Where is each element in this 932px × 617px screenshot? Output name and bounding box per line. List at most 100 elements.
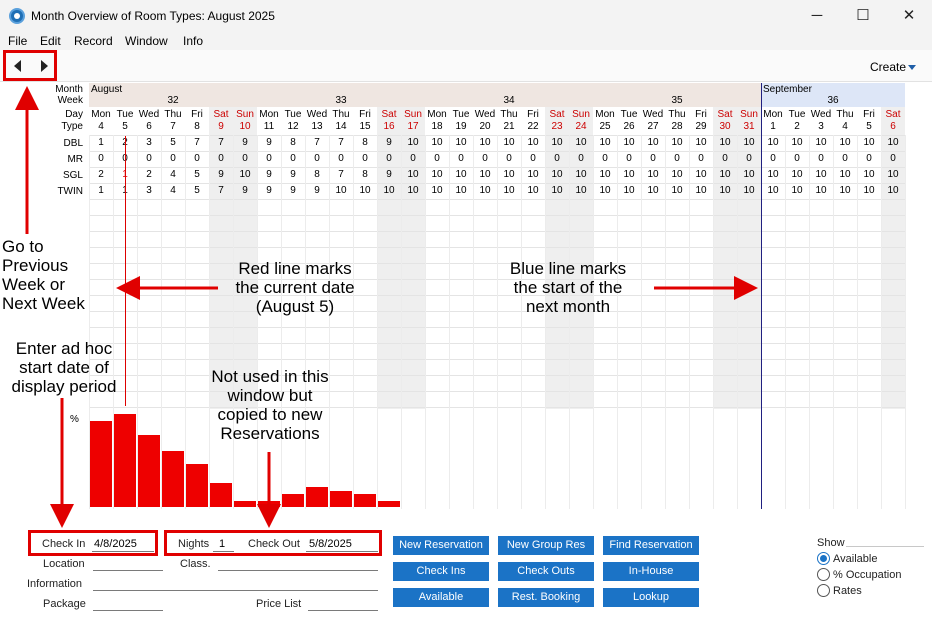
show-rates-radio[interactable] (817, 584, 830, 597)
check-out-label: Check Out (248, 538, 300, 550)
menu-record[interactable]: Record (74, 34, 113, 48)
annotation-checkin: Enter ad hoc start date of display perio… (11, 339, 117, 396)
grid-cell: 5 (194, 169, 200, 180)
grid-cell: 7 (194, 137, 200, 148)
package-label: Package (43, 598, 86, 610)
in-house-button[interactable]: In-House (603, 562, 699, 581)
day-of-week: Mon (427, 109, 447, 120)
create-menu[interactable]: Create (870, 60, 907, 74)
chevron-down-icon[interactable] (908, 65, 916, 70)
grid-cell: 3 (146, 137, 152, 148)
day-date: 15 (359, 121, 371, 132)
grid-cell: 10 (647, 169, 659, 180)
weekend-column-fill (713, 107, 737, 409)
new-group-res-button[interactable]: New Group Res (498, 536, 594, 555)
grid-line-v (473, 135, 474, 509)
price-list-label: Price List (256, 598, 302, 610)
menu-window[interactable]: Window (125, 34, 168, 48)
price-list-field[interactable] (308, 610, 378, 611)
find-reservation-button[interactable]: Find Reservation (603, 536, 699, 555)
day-of-week: Sat (717, 109, 733, 120)
minimize-button[interactable]: ─ (811, 7, 823, 24)
information-field[interactable] (93, 590, 378, 591)
grid-cell: 1 (98, 185, 104, 196)
grid-line-v (353, 135, 354, 509)
grid-cell: 9 (386, 137, 392, 148)
nights-field[interactable]: 1 (219, 538, 226, 550)
show-occupation-radio[interactable] (817, 568, 830, 581)
weekend-column-fill (545, 107, 569, 409)
location-field[interactable] (93, 570, 163, 571)
show-label: Show (817, 537, 845, 549)
grid-line-v (137, 135, 138, 509)
class-field[interactable] (218, 570, 378, 571)
grid-cell: 0 (770, 153, 776, 164)
lookup-button[interactable]: Lookup (603, 588, 699, 607)
show-available-radio[interactable] (817, 552, 830, 565)
grid-cell: 4 (170, 185, 176, 196)
room-type-label: SGL (62, 170, 83, 181)
show-occupation-label: % Occupation (833, 569, 902, 581)
next-week-button[interactable] (41, 60, 48, 72)
grid-line-v (785, 135, 786, 509)
day-date: 19 (455, 121, 467, 132)
grid-cell: 10 (791, 169, 803, 180)
menu-info[interactable]: Info (183, 34, 204, 48)
check-outs-button[interactable]: Check Outs (498, 562, 594, 581)
day-date: 1 (770, 121, 776, 132)
day-date: 28 (671, 121, 683, 132)
grid-line-v (713, 135, 714, 509)
grid-cell: 0 (218, 153, 224, 164)
day-of-week: Mon (595, 109, 615, 120)
previous-week-button[interactable] (14, 60, 21, 72)
grid-cell: 10 (623, 185, 635, 196)
annotation-blue-line: Blue line marks the start of the next mo… (509, 259, 627, 316)
grid-cell: 10 (575, 169, 587, 180)
grid-cell: 10 (455, 137, 467, 148)
menu-file[interactable]: File (8, 34, 28, 48)
grid-line-v (569, 135, 570, 509)
grid-cell: 0 (674, 153, 680, 164)
chart-percent-label: % (70, 414, 79, 425)
grid-cell: 10 (623, 169, 635, 180)
available-button[interactable]: Available (393, 588, 489, 607)
grid-cell: 10 (815, 185, 827, 196)
weekend-column-fill (377, 107, 401, 409)
week-number: 35 (671, 95, 683, 106)
day-of-week: Mon (259, 109, 279, 120)
package-field[interactable] (93, 610, 163, 611)
menu-bar: File Edit Record Window Info (0, 32, 932, 50)
day-of-week: Sat (213, 109, 229, 120)
week-number: 36 (827, 95, 839, 106)
grid-line-v (689, 135, 690, 509)
day-of-week: Mon (91, 109, 111, 120)
day-date: 8 (194, 121, 200, 132)
day-date: 17 (407, 121, 419, 132)
check-in-field[interactable]: 4/8/2025 (94, 538, 137, 550)
grid-cell: 10 (479, 169, 491, 180)
rest-booking-button[interactable]: Rest. Booking (498, 588, 594, 607)
grid-cell: 10 (407, 169, 419, 180)
menu-edit[interactable]: Edit (40, 34, 61, 48)
grid-cell: 9 (266, 185, 272, 196)
grid-cell: 1 (98, 137, 104, 148)
annotation-nav: Go to Previous Week or Next Week (2, 237, 85, 313)
grid-cell: 10 (791, 137, 803, 148)
day-date: 9 (218, 121, 224, 132)
day-date: 22 (527, 121, 539, 132)
show-rates-label: Rates (833, 585, 862, 597)
day-of-week: Sat (549, 109, 565, 120)
maximize-button[interactable]: ☐ (856, 7, 870, 24)
grid-cell: 9 (242, 137, 248, 148)
day-of-week: Fri (863, 109, 875, 120)
close-button[interactable]: ✕ (902, 7, 916, 24)
grid-cell: 0 (698, 153, 704, 164)
grid-cell: 10 (671, 185, 683, 196)
check-ins-button[interactable]: Check Ins (393, 562, 489, 581)
new-reservation-button[interactable]: New Reservation (393, 536, 489, 555)
annotation-frame-nights (164, 530, 382, 556)
check-out-field[interactable]: 5/8/2025 (309, 538, 352, 550)
show-available-label: Available (833, 553, 878, 565)
grid-line-v (737, 135, 738, 509)
grid-line-v (521, 135, 522, 509)
